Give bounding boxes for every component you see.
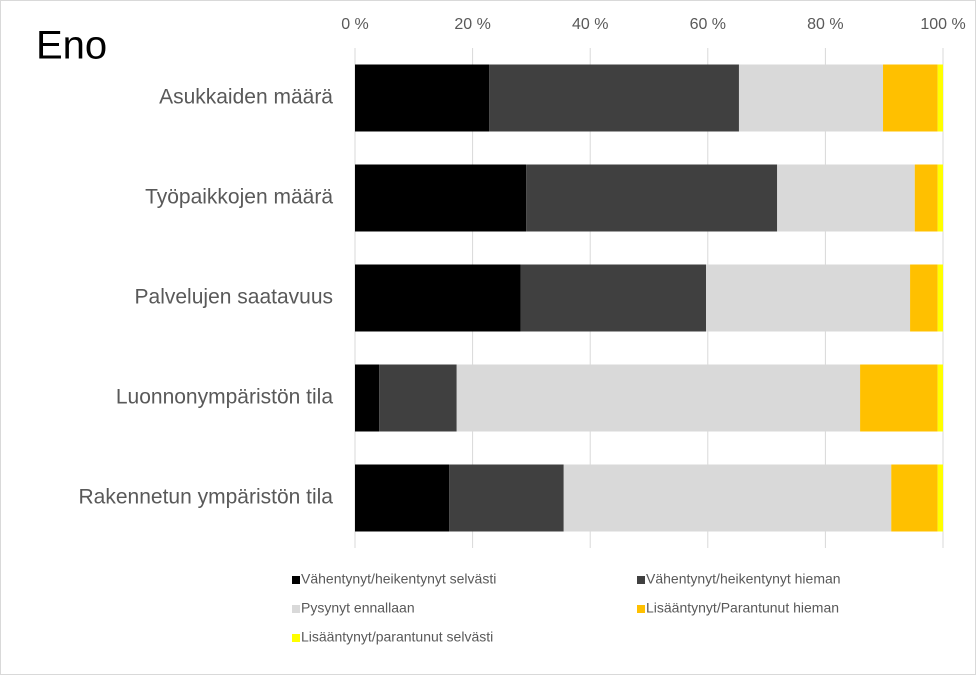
- legend-label: Vähentynyt/heikentynyt hieman: [646, 571, 841, 587]
- bar-segment: [738, 64, 884, 132]
- legend-swatch: [292, 634, 300, 642]
- bar-segment: [706, 264, 911, 332]
- x-tick-label: 60 %: [690, 16, 726, 33]
- bar-segment: [520, 264, 707, 332]
- bar-segment: [355, 264, 521, 332]
- chart-title: Eno: [36, 24, 107, 68]
- legend-label: Pysynyt ennallaan: [301, 600, 415, 616]
- bar-segment: [355, 464, 450, 532]
- bar-segment: [355, 164, 527, 232]
- bar-segment: [526, 164, 778, 232]
- bar-segment: [937, 64, 943, 132]
- legend-swatch: [292, 576, 300, 584]
- bar-segment: [449, 464, 564, 532]
- x-tick-label: 0 %: [341, 16, 369, 33]
- x-tick-label: 20 %: [454, 16, 490, 33]
- legend-label: Lisääntynyt/parantunut selvästi: [301, 629, 493, 645]
- bar-segment: [937, 164, 943, 232]
- legend-swatch: [637, 605, 645, 613]
- bar-segment: [355, 364, 380, 432]
- bar-segment: [910, 264, 938, 332]
- y-tick-label: Työpaikkojen määrä: [145, 186, 333, 209]
- legend-label: Vähentynyt/heikentynyt selvästi: [301, 571, 496, 587]
- x-tick-label: 80 %: [807, 16, 843, 33]
- y-tick-label: Luonnonympäristön tila: [116, 386, 333, 409]
- legend-swatch: [637, 576, 645, 584]
- bar-segment: [456, 364, 861, 432]
- bar-segment: [355, 64, 490, 132]
- bar-segment: [489, 64, 739, 132]
- bar-segment: [883, 64, 938, 132]
- bar-segment: [937, 264, 943, 332]
- bar-segment: [379, 364, 457, 432]
- x-tick-label: 40 %: [572, 16, 608, 33]
- y-tick-label: Palvelujen saatavuus: [135, 286, 333, 309]
- bar-segment: [563, 464, 892, 532]
- y-tick-label: Rakennetun ympäristön tila: [79, 486, 334, 509]
- legend-label: Lisääntynyt/Parantunut hieman: [646, 600, 839, 616]
- bar-segment: [914, 164, 938, 232]
- bar-segment: [777, 164, 915, 232]
- bar-segment: [937, 364, 943, 432]
- x-tick-label: 100 %: [920, 16, 965, 33]
- y-tick-label: Asukkaiden määrä: [159, 86, 333, 109]
- bar-segment: [860, 364, 938, 432]
- bar-segment: [937, 464, 943, 532]
- bar-segment: [891, 464, 938, 532]
- legend-swatch: [292, 605, 300, 613]
